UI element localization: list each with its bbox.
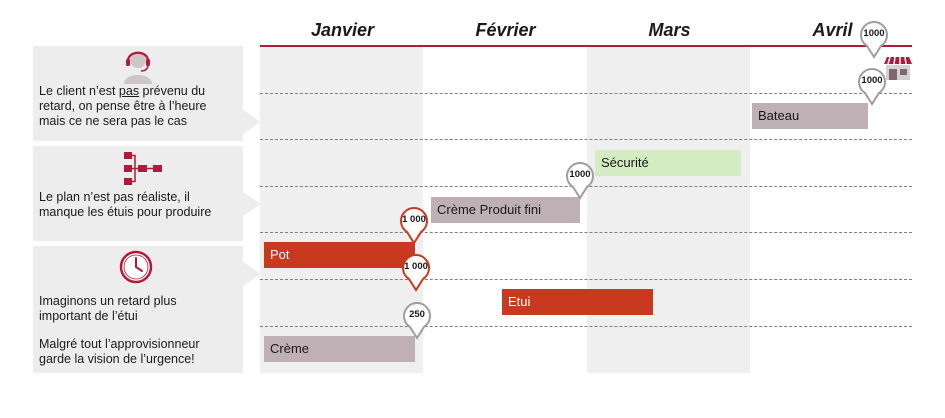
quantity-pin: 1 000 <box>399 252 433 292</box>
shop-icon <box>883 55 913 86</box>
panel-pointer <box>243 192 261 216</box>
month-header: Mars <box>648 20 691 40</box>
month-header: Avril <box>812 20 853 40</box>
hierarchy-icon <box>123 152 163 191</box>
row-divider <box>260 139 912 140</box>
month-header: Janvier <box>310 20 375 40</box>
row-divider <box>260 326 912 327</box>
task-bar-creme-produit-fini: Crème Produit fini <box>431 197 580 223</box>
row-divider <box>260 279 912 280</box>
column-bg-mars <box>587 47 750 373</box>
panel-pointer <box>243 262 261 286</box>
month-header: Février <box>475 20 536 40</box>
quantity-pin: 1000 <box>855 66 889 106</box>
panel-text: Le client n’est pas prévenu du retard, o… <box>39 84 207 128</box>
row-divider <box>260 232 912 233</box>
clock-icon <box>119 250 153 289</box>
panel-pointer <box>243 110 261 134</box>
scenario-panel-3: Imaginons un retard plus important de l’… <box>33 246 243 373</box>
task-bar-bateau: Bateau <box>752 103 868 129</box>
scenario-panel-2: Le plan n’est pas réaliste, il manque le… <box>33 146 243 241</box>
timeline-top-line <box>260 45 912 47</box>
panel-text: Malgré tout l’approvisionneur garde la v… <box>39 337 200 366</box>
panel-text: Imaginons un retard plus important de l’… <box>39 294 177 323</box>
panel-text: Le plan n’est pas réaliste, il manque le… <box>39 190 212 219</box>
quantity-pin: 1000 <box>857 19 891 59</box>
support-agent-icon <box>121 48 155 89</box>
task-bar-securite: Sécurité <box>595 150 741 176</box>
row-divider <box>260 93 912 94</box>
task-bar-creme: Crème <box>264 336 415 362</box>
quantity-pin: 1000 <box>563 160 597 200</box>
task-bar-pot: Pot <box>264 242 415 268</box>
quantity-pin: 250 <box>400 300 434 340</box>
quantity-pin: 1 000 <box>397 205 431 245</box>
task-bar-etui: Etui <box>502 289 653 315</box>
column-bg-janvier <box>260 47 423 373</box>
scenario-panel-1: Le client n’est pas prévenu du retard, o… <box>33 46 243 141</box>
